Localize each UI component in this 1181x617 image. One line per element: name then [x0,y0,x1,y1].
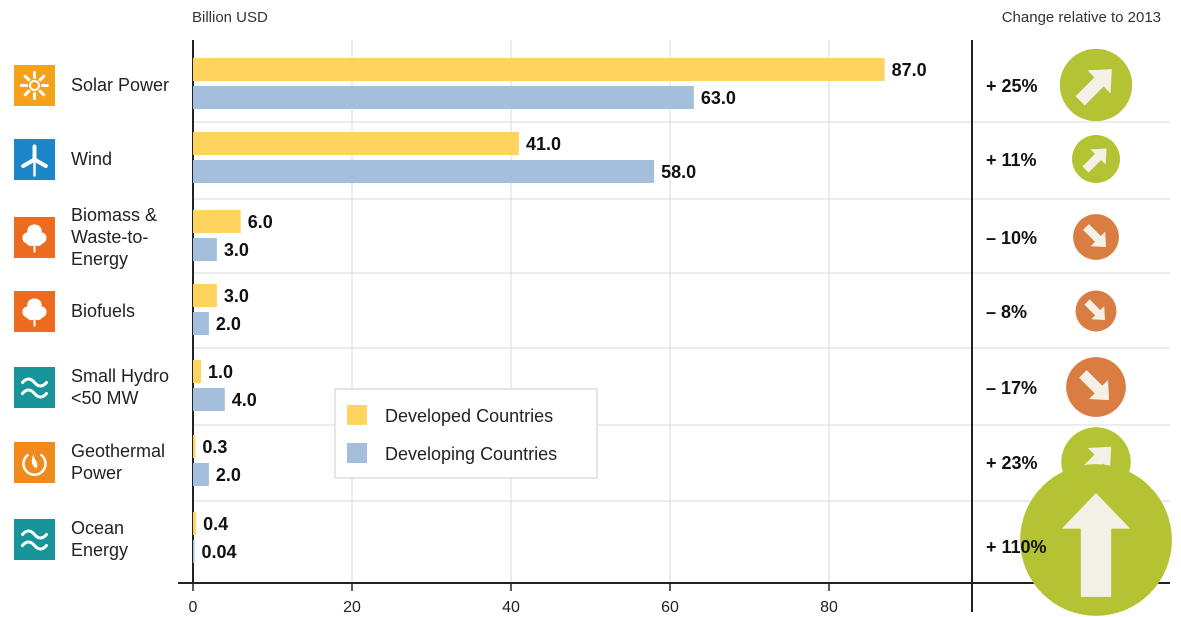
data-label-developed: 6.0 [248,212,273,232]
bar-developed [193,435,196,458]
bars: 87.0 63.0 41.0 58.0 6.0 3.0 3.0 2.0 1.0 4.0 0.3 2.0… [193,58,927,563]
x-axis-ticks: 0 20 40 60 80 [189,583,838,616]
bar-developed [193,360,201,383]
change-circle [1059,48,1133,122]
category-label: Wind [71,149,112,169]
change-value: + 23% [986,453,1038,473]
bar-developing [193,388,225,411]
category-label: Ocean Energy [71,518,128,560]
legend: Developed Countries Developing Countries [334,388,598,479]
category-label-line: Biomass & [71,205,157,225]
wind-turbine-icon [14,139,55,180]
category-label-line: Geothermal [71,441,165,461]
category-label-line: Power [71,463,122,483]
bar-developed [193,210,241,233]
data-label-developed: 87.0 [892,60,927,80]
change-circle [1073,214,1119,260]
category-label-line: Energy [71,249,128,269]
bar-developing [193,463,209,486]
sun-icon [14,65,55,106]
data-label-developing: 2.0 [216,314,241,334]
data-label-developing: 4.0 [232,390,257,410]
data-label-developed: 0.3 [202,437,227,457]
arrow-down-icon [1083,224,1107,248]
bar-developing [193,238,217,261]
bar-developed [193,284,217,307]
change-value: – 17% [986,378,1037,398]
waves-icon [14,519,55,560]
category-label-line: Energy [71,540,128,560]
legend-label-developing: Developing Countries [385,444,557,464]
change-circle [1020,464,1172,616]
category-label-line: Small Hydro [71,366,169,386]
bar-developing [193,312,209,335]
data-label-developing: 3.0 [224,240,249,260]
geothermal-icon [14,442,55,483]
legend-box [334,388,598,479]
category-label: Geothermal Power [71,441,165,483]
x-tick-label: 80 [820,599,838,616]
data-label-developed: 3.0 [224,286,249,306]
category-label-line: Wind [71,149,112,169]
change-circle [1075,290,1117,332]
waves-icon [14,367,55,408]
category-label-line: Solar Power [71,75,169,95]
data-label-developing: 2.0 [216,465,241,485]
legend-swatch-developing [347,443,367,463]
category-label-line: Waste-to- [71,227,148,247]
category-label: Solar Power [71,75,169,95]
category-label-line: Ocean [71,518,124,538]
x-tick-label: 60 [661,599,679,616]
bar-developed [193,58,885,81]
change-circle [1072,135,1120,183]
bar-developing [193,540,195,563]
leaf-icon [14,291,55,332]
change-value: – 10% [986,228,1037,248]
category-label: Biomass & Waste-to-Energy [71,205,157,269]
arrow-up-icon [1061,492,1131,597]
data-label-developing: 0.04 [202,542,237,562]
change-column: + 25% + 11% – 10% – 8% – 17% + 23% + 110% [986,48,1172,616]
bar-developing [193,160,655,183]
change-circle [1066,357,1126,417]
change-value: + 25% [986,76,1038,96]
data-label-developed: 1.0 [208,362,233,382]
legend-swatch-developed [347,405,367,425]
bar-developing [193,86,694,109]
data-label-developing: 63.0 [701,88,736,108]
arrow-up-icon [1075,69,1112,106]
change-value: + 11% [986,150,1037,170]
change-value: – 8% [986,302,1027,322]
x-axis-title: Billion USD [192,9,268,26]
legend-label-developed: Developed Countries [385,406,553,426]
category-label-line: <50 MW [71,388,139,408]
category-label-line: Biofuels [71,301,135,321]
x-tick-label: 20 [343,599,361,616]
x-tick-label: 40 [502,599,520,616]
arrow-up-icon [1082,148,1107,173]
leaf-icon [14,217,55,258]
data-label-developed: 0.4 [203,514,228,534]
bar-developed [193,512,197,535]
category-label: Biofuels [71,301,135,321]
change-value: + 110% [986,537,1047,557]
grid-lines [178,40,1170,612]
arrow-down-icon [1084,299,1105,320]
category-label: Small Hydro <50 MW [71,366,169,408]
bar-developed [193,132,519,155]
x-tick-label: 0 [189,599,198,616]
change-column-title: Change relative to 2013 [1002,9,1161,26]
data-label-developing: 58.0 [661,162,696,182]
arrow-down-icon [1079,370,1110,401]
data-label-developed: 41.0 [526,134,561,154]
